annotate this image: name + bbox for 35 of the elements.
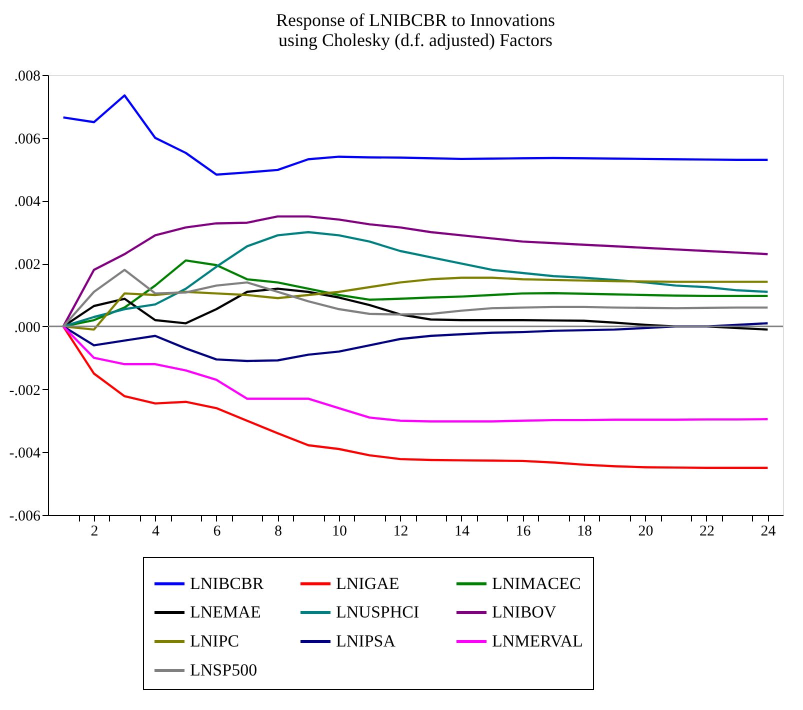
y-tick-label: .004 bbox=[14, 194, 41, 210]
line-series bbox=[62, 94, 769, 176]
x-tick-label: 4 bbox=[152, 524, 160, 540]
x-tick-label: 16 bbox=[516, 524, 532, 540]
x-tick-label: 22 bbox=[699, 524, 714, 540]
y-tick-label: .002 bbox=[14, 257, 40, 274]
x-tick-label: 12 bbox=[393, 524, 408, 540]
x-tick-label: 24 bbox=[760, 524, 776, 540]
legend-label: LNSP500 bbox=[190, 660, 258, 680]
x-tick-label: 10 bbox=[332, 524, 347, 540]
y-tick-label: .000 bbox=[14, 320, 40, 336]
y-tick-label: .006 bbox=[14, 131, 41, 148]
legend-label: LNEMAE bbox=[190, 602, 261, 622]
legend-label: LNUSPHCI bbox=[336, 602, 420, 622]
legend-label: LNIGAE bbox=[336, 574, 400, 593]
text: using Cholesky (d.f. adjusted) Factors bbox=[278, 30, 552, 50]
y-tick-label: -.004 bbox=[9, 446, 41, 462]
legend-label: LNIBCBR bbox=[190, 574, 264, 593]
x-tick-label: 14 bbox=[454, 524, 470, 540]
legend-label: LNIPSA bbox=[336, 632, 396, 650]
line-series bbox=[62, 325, 769, 422]
legend-label: LNMERVAL bbox=[492, 632, 583, 650]
line-series bbox=[62, 325, 769, 469]
x-tick-label: 2 bbox=[90, 524, 98, 540]
y-tick-label: -.002 bbox=[9, 382, 40, 399]
text: Response of LNIBCBR to Innovations bbox=[276, 10, 555, 30]
x-tick-label: 8 bbox=[274, 524, 282, 540]
legend-label: LNIPC bbox=[190, 632, 240, 650]
y-tick-label: .008 bbox=[14, 68, 40, 84]
y-tick-label: -.006 bbox=[9, 508, 41, 524]
x-tick-label: 20 bbox=[638, 524, 654, 540]
x-tick-label: 18 bbox=[576, 524, 592, 540]
legend-label: LNIBOV bbox=[492, 602, 557, 622]
x-tick-label: 6 bbox=[213, 524, 222, 540]
legend-label: LNIMACEC bbox=[492, 574, 581, 593]
